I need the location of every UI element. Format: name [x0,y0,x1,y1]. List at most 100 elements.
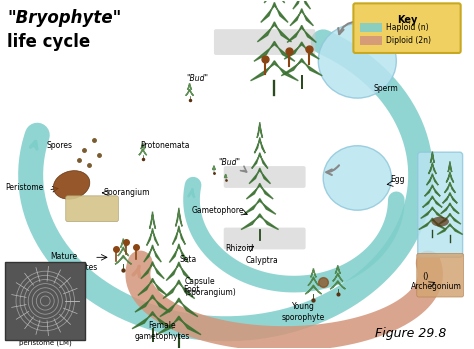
Text: (): () [422,272,429,281]
Polygon shape [423,196,442,207]
Text: Protonemata: Protonemata [140,141,189,150]
Polygon shape [261,2,288,22]
Text: Calyptra: Calyptra [245,256,278,265]
FancyBboxPatch shape [214,29,315,55]
Polygon shape [139,149,146,155]
Text: Rhizoid: Rhizoid [226,244,254,253]
Polygon shape [310,268,316,277]
Polygon shape [188,83,191,90]
Text: Raindrop: Raindrop [377,4,411,13]
Polygon shape [252,153,268,169]
Polygon shape [144,245,161,262]
Text: Sporangium: Sporangium [104,188,150,197]
Text: Foot: Foot [183,285,199,294]
Polygon shape [447,172,454,183]
FancyBboxPatch shape [224,166,306,188]
Polygon shape [330,281,346,289]
Polygon shape [163,280,195,299]
Bar [5,262,85,340]
Text: Key: Key [397,15,417,25]
Polygon shape [445,182,456,193]
Text: Mature
sporophytes: Mature sporophytes [50,252,97,272]
Polygon shape [443,193,457,203]
Polygon shape [213,165,215,170]
Polygon shape [244,199,276,214]
Polygon shape [293,0,310,9]
Polygon shape [421,207,444,218]
Ellipse shape [319,24,396,98]
Polygon shape [166,262,191,281]
Polygon shape [257,22,292,42]
Polygon shape [186,89,193,96]
Polygon shape [284,42,319,59]
Polygon shape [115,255,131,264]
Polygon shape [138,278,167,296]
Polygon shape [157,316,201,335]
Ellipse shape [431,217,449,227]
Text: Gametophore: Gametophore [191,206,244,215]
Text: Archegonium: Archegonium [411,282,462,291]
Polygon shape [255,138,265,153]
Polygon shape [287,25,316,43]
Polygon shape [120,239,126,247]
Text: Egg: Egg [391,175,405,184]
Polygon shape [333,273,343,281]
FancyBboxPatch shape [354,3,461,53]
Text: "Bud": "Bud" [187,74,209,83]
Polygon shape [425,185,440,196]
Polygon shape [290,9,313,26]
Polygon shape [146,228,158,245]
Polygon shape [281,59,322,76]
Polygon shape [241,214,279,230]
Polygon shape [427,174,438,185]
Text: Haploid (n): Haploid (n) [385,23,428,32]
Polygon shape [448,161,452,172]
Polygon shape [141,143,145,149]
Polygon shape [428,163,436,174]
Polygon shape [169,244,188,262]
Text: Spores: Spores [47,141,73,150]
Polygon shape [419,218,446,230]
Text: Capsule
(sporangium): Capsule (sporangium) [185,277,237,297]
Polygon shape [176,208,182,227]
Polygon shape [257,122,263,138]
FancyBboxPatch shape [417,253,464,297]
Polygon shape [437,224,463,235]
FancyBboxPatch shape [66,196,118,222]
Text: Figure 29.8: Figure 29.8 [375,327,447,340]
Polygon shape [173,226,185,244]
Polygon shape [249,168,271,184]
Polygon shape [132,312,173,329]
Text: Young
sporophyte: Young sporophyte [282,303,325,322]
Text: Female
gametophytes: Female gametophytes [135,321,190,341]
Text: Sperm: Sperm [374,84,399,93]
Polygon shape [118,247,129,256]
Text: Seta: Seta [180,255,197,264]
Polygon shape [135,295,170,312]
Text: Capsule with
peristome (LM): Capsule with peristome (LM) [19,333,72,346]
Polygon shape [308,277,319,286]
Text: life cycle: life cycle [7,33,91,51]
FancyBboxPatch shape [224,228,306,250]
Polygon shape [141,262,164,279]
Polygon shape [246,183,273,199]
Polygon shape [225,174,227,178]
Bar [360,36,382,45]
Text: "Bryophyte": "Bryophyte" [7,9,121,27]
Text: Peristome: Peristome [5,183,44,192]
Polygon shape [305,285,322,294]
Polygon shape [150,211,155,229]
Polygon shape [430,151,434,163]
Ellipse shape [54,171,90,199]
Polygon shape [439,213,461,224]
Polygon shape [264,0,285,3]
Polygon shape [441,203,459,214]
Bar [360,23,382,32]
Polygon shape [254,41,295,61]
Polygon shape [251,61,298,81]
Text: Diploid (2n): Diploid (2n) [385,36,430,45]
Polygon shape [335,265,340,274]
FancyBboxPatch shape [418,152,463,257]
Ellipse shape [323,146,392,210]
Text: "Bud": "Bud" [218,158,240,167]
